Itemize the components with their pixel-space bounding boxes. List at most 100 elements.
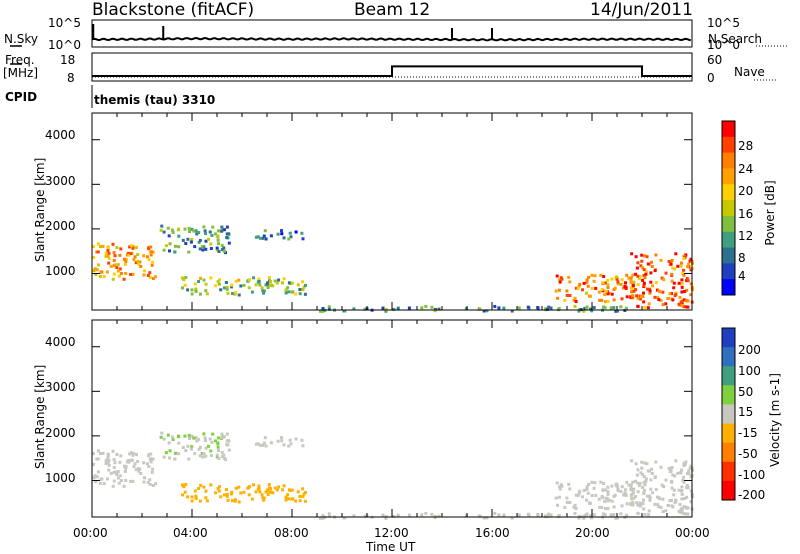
echo-cell (223, 228, 226, 232)
echo-cell (679, 471, 683, 474)
echo-cell (464, 514, 468, 518)
echo-cell (287, 290, 291, 294)
echo-cell (544, 307, 548, 311)
echo-cell (112, 466, 116, 469)
echo-cell (574, 493, 578, 497)
echo-cell (170, 228, 174, 232)
echo-cell (680, 497, 684, 501)
echo-cell (685, 495, 689, 499)
echo-cell (620, 278, 624, 282)
echo-cell (649, 280, 653, 284)
freq-tick-low: 8 (67, 71, 75, 85)
echo-cell (589, 514, 593, 518)
echo-cell (300, 231, 304, 235)
velocity-colorbar-segment (722, 366, 735, 386)
echo-cell (678, 502, 682, 506)
echo-cell (291, 497, 295, 501)
echo-cell (654, 281, 658, 285)
echo-cell (433, 309, 437, 313)
echo-cell (592, 306, 596, 310)
echo-cell (625, 273, 629, 277)
echo-cell (287, 488, 291, 492)
echo-cell (682, 475, 686, 479)
echo-cell (258, 236, 262, 240)
echo-cell (220, 436, 224, 440)
echo-cell (478, 307, 482, 311)
echo-cell (619, 512, 623, 516)
echo-cell (112, 251, 116, 255)
velocity-colorbar-segment (722, 480, 735, 501)
echo-cell (162, 437, 166, 441)
echo-cell (198, 292, 202, 296)
echo-cell (556, 296, 560, 300)
echo-cell (131, 272, 135, 276)
echo-cell (187, 433, 191, 437)
echo-cell (247, 493, 251, 497)
echo-cell (627, 483, 631, 487)
echo-cell (190, 499, 194, 503)
echo-cell (641, 473, 645, 477)
echo-cell (625, 513, 628, 517)
echo-cell (493, 305, 497, 308)
echo-cell (269, 487, 272, 491)
echo-cell (204, 232, 207, 236)
echo-cell (643, 513, 647, 516)
echo-cell (634, 462, 638, 466)
echo-cell (625, 295, 629, 299)
echo-cell (563, 299, 567, 302)
echo-cell (648, 287, 651, 291)
echo-cell (220, 248, 224, 252)
echo-cell (644, 477, 648, 481)
echo-cell (502, 306, 506, 310)
echo-cell (661, 290, 665, 294)
echo-cell (547, 305, 551, 309)
velocity-colorbar-segment (722, 461, 735, 482)
echo-cell (679, 300, 683, 304)
echo-cell (269, 280, 272, 284)
echo-cell (635, 473, 639, 477)
echo-cell (638, 275, 642, 278)
echo-cell (294, 499, 298, 503)
echo-cell (547, 512, 551, 516)
echo-cell (643, 483, 647, 487)
echo-cell (560, 484, 564, 488)
echo-cell (582, 281, 586, 285)
echo-cell (661, 497, 665, 501)
echo-cell (124, 259, 128, 263)
echo-cell (199, 276, 203, 280)
echo-cell (646, 494, 649, 498)
echo-cell (188, 437, 191, 440)
echo-cell (215, 455, 219, 459)
echo-cell (149, 245, 153, 249)
echo-cell (220, 243, 224, 247)
echo-cell (262, 498, 266, 502)
echo-cell (636, 283, 640, 287)
echo-cell (298, 292, 302, 296)
echo-cell (282, 236, 286, 240)
echo-cell (145, 255, 149, 259)
y-tick-top-1000: 1000 (45, 264, 76, 278)
echo-cell (612, 298, 616, 302)
echo-cell (555, 274, 559, 278)
echo-cell (647, 509, 651, 513)
echo-cell (654, 253, 658, 257)
y-tick-bot-4000: 4000 (45, 335, 76, 349)
echo-cell (642, 291, 645, 295)
echo-cell (230, 492, 233, 496)
echo-cell (648, 496, 652, 500)
echo-cell (260, 286, 264, 290)
echo-cell (396, 306, 400, 310)
echo-cell (599, 480, 603, 484)
echo-cell (660, 483, 664, 487)
echo-cell (640, 253, 644, 257)
echo-cell (649, 478, 653, 482)
echo-cell (257, 484, 261, 488)
velocity-colorbar-segment (722, 347, 735, 367)
echo-cell (118, 460, 122, 464)
echo-cell (177, 452, 181, 456)
echo-cell (560, 277, 564, 281)
echo-cell (573, 304, 577, 308)
echo-cell (510, 516, 514, 520)
echo-cell (629, 281, 633, 285)
echo-cell (642, 498, 645, 502)
